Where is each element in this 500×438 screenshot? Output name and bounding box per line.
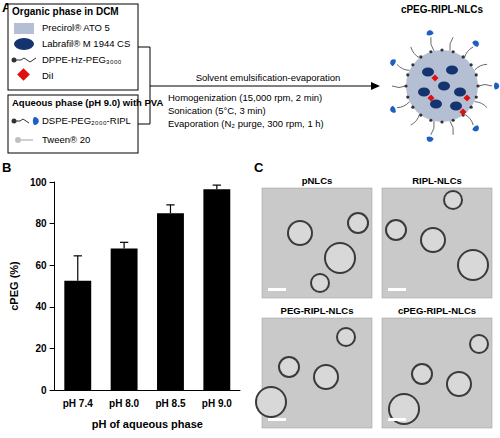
svg-text:20: 20 [35, 343, 47, 354]
svg-text:DPPE-Hz-PEG₃₀₀₀: DPPE-Hz-PEG₃₀₀₀ [42, 54, 122, 65]
svg-text:60: 60 [35, 260, 47, 271]
svg-text:Labrafil® M 1944 CS: Labrafil® M 1944 CS [42, 38, 130, 49]
svg-text:Solvent emulsification-evapora: Solvent emulsification-evaporation [196, 72, 341, 83]
svg-text:B: B [2, 160, 11, 175]
svg-text:0: 0 [41, 385, 47, 396]
svg-text:cPEG-RIPL-NLCs: cPEG-RIPL-NLCs [398, 305, 476, 316]
svg-text:Aqueous phase (pH 9.0) with PV: Aqueous phase (pH 9.0) with PVA [12, 97, 163, 108]
svg-text:DSPE-PEG₂₀₀₀-RIPL: DSPE-PEG₂₀₀₀-RIPL [42, 115, 131, 126]
svg-text:Evaporation (N₂ purge, 300 rpm: Evaporation (N₂ purge, 300 rpm, 1 h) [168, 118, 324, 129]
svg-text:pH of aqueous phase: pH of aqueous phase [92, 418, 203, 430]
svg-text:Precirol® ATO 5: Precirol® ATO 5 [42, 22, 110, 33]
svg-text:PEG-RIPL-NLCs: PEG-RIPL-NLCs [281, 305, 354, 316]
svg-text:DiI: DiI [42, 70, 54, 81]
svg-text:100: 100 [30, 177, 47, 188]
svg-text:pH 8.0: pH 8.0 [109, 398, 139, 409]
svg-text:C: C [254, 160, 264, 175]
svg-text:Sonication (5°C, 3 min): Sonication (5°C, 3 min) [168, 105, 266, 116]
svg-text:pH 9.0: pH 9.0 [202, 398, 232, 409]
svg-text:Homogenization (15,000 rpm, 2: Homogenization (15,000 rpm, 2 min) [168, 92, 322, 103]
svg-text:Organic phase in DCM: Organic phase in DCM [12, 6, 119, 17]
svg-text:40: 40 [35, 301, 47, 312]
svg-text:cPEG (%): cPEG (%) [8, 261, 20, 311]
svg-text:pH 8.5: pH 8.5 [155, 398, 185, 409]
svg-text:Tween® 20: Tween® 20 [42, 134, 90, 145]
svg-text:pH 7.4: pH 7.4 [63, 398, 93, 409]
svg-text:A: A [2, 0, 12, 15]
svg-text:pNLCs: pNLCs [302, 175, 333, 186]
svg-text:cPEG-RIPL-NLCs: cPEG-RIPL-NLCs [401, 4, 484, 15]
svg-text:80: 80 [35, 218, 47, 229]
svg-text:RIPL-NLCs: RIPL-NLCs [412, 175, 462, 186]
